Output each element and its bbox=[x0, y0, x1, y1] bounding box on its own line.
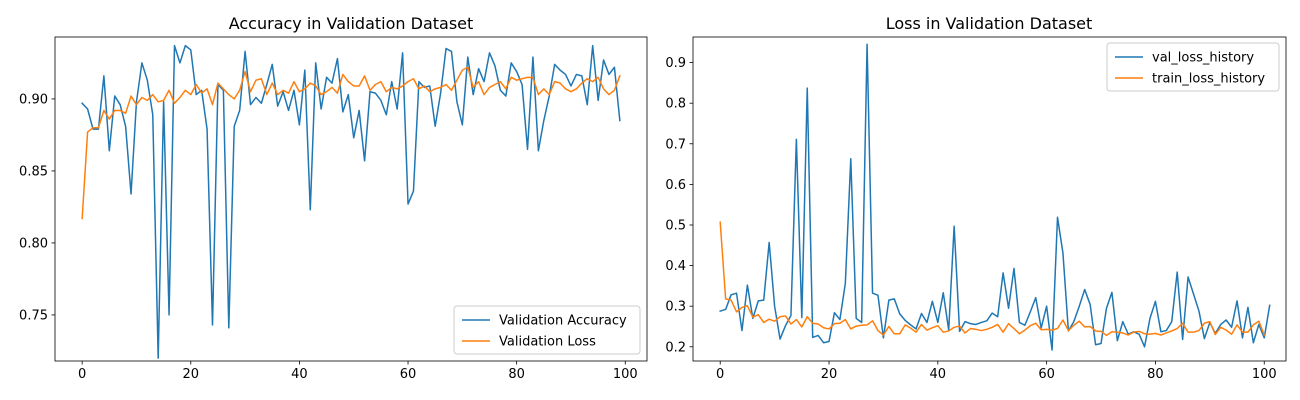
accuracy-x-tick-label: 80 bbox=[508, 367, 525, 382]
loss-y-tick-label: 0.2 bbox=[665, 340, 686, 355]
accuracy-y-tick-label: 0.90 bbox=[19, 92, 48, 107]
loss-x-tick-label: 100 bbox=[1252, 367, 1277, 382]
loss-legend: val_loss_history train_loss_history bbox=[1106, 42, 1280, 92]
loss-y-tick-label: 0.3 bbox=[665, 300, 686, 315]
loss-axes-frame bbox=[692, 36, 1287, 362]
accuracy-series-line-1 bbox=[81, 44, 621, 359]
loss-chart-panel: Loss in Validation Dataset 0 20 40 60 80 1000… bbox=[665, 14, 1287, 382]
loss-series-line-1 bbox=[719, 43, 1271, 351]
accuracy-chart-panel: Accuracy in Validation Dataset 0 20 40 60 80… bbox=[19, 14, 648, 382]
loss-legend-box bbox=[1106, 42, 1280, 92]
accuracy-legend-label-2: Validation Loss bbox=[499, 335, 596, 350]
accuracy-series-line-2 bbox=[81, 66, 621, 220]
accuracy-x-tick-label: 100 bbox=[613, 367, 638, 382]
loss-y-tick-label: 0.9 bbox=[665, 56, 686, 71]
accuracy-y-tick-label: 0.75 bbox=[19, 308, 48, 323]
accuracy-x-tick-label: 20 bbox=[183, 367, 200, 382]
accuracy-x-tick-label: 40 bbox=[291, 367, 308, 382]
accuracy-legend-label-1: Validation Accuracy bbox=[499, 314, 627, 329]
loss-x-tick-label: 40 bbox=[930, 367, 947, 382]
loss-x-tick-label: 80 bbox=[1147, 367, 1164, 382]
loss-plot-area: 0 20 40 60 80 100 0.2 0.3 0.4 0.5 0.6 0.7 0.8 0.9 val_… bbox=[665, 36, 1287, 382]
accuracy-chart-title: Accuracy in Validation Dataset bbox=[229, 14, 474, 33]
accuracy-legend-box bbox=[453, 305, 641, 355]
loss-x-tick-label: 20 bbox=[821, 367, 838, 382]
loss-legend-label-1: val_loss_history bbox=[1152, 51, 1254, 66]
loss-chart-title: Loss in Validation Dataset bbox=[886, 14, 1093, 33]
accuracy-y-tick-label: 0.80 bbox=[19, 236, 48, 251]
loss-y-tick-label: 0.4 bbox=[665, 259, 686, 274]
loss-y-tick-label: 0.7 bbox=[665, 137, 686, 152]
accuracy-y-tick-label: 0.85 bbox=[19, 164, 48, 179]
accuracy-plot-area: 0 20 40 60 80 100 0.75 0.80 0.85 0.90 Validation A… bbox=[19, 36, 648, 382]
loss-y-tick-label: 0.5 bbox=[665, 218, 686, 233]
accuracy-x-tick-label: 0 bbox=[78, 367, 86, 382]
loss-y-tick-label: 0.8 bbox=[665, 97, 686, 112]
accuracy-x-tick-label: 60 bbox=[400, 367, 417, 382]
loss-y-tick-label: 0.6 bbox=[665, 178, 686, 193]
loss-x-tick-label: 60 bbox=[1038, 367, 1055, 382]
accuracy-legend: Validation Accuracy Validation Loss bbox=[453, 305, 641, 355]
accuracy-axes-frame bbox=[54, 36, 648, 362]
loss-x-tick-label: 0 bbox=[716, 367, 724, 382]
loss-legend-label-2: train_loss_history bbox=[1152, 72, 1265, 87]
loss-series-line-2 bbox=[719, 221, 1266, 337]
